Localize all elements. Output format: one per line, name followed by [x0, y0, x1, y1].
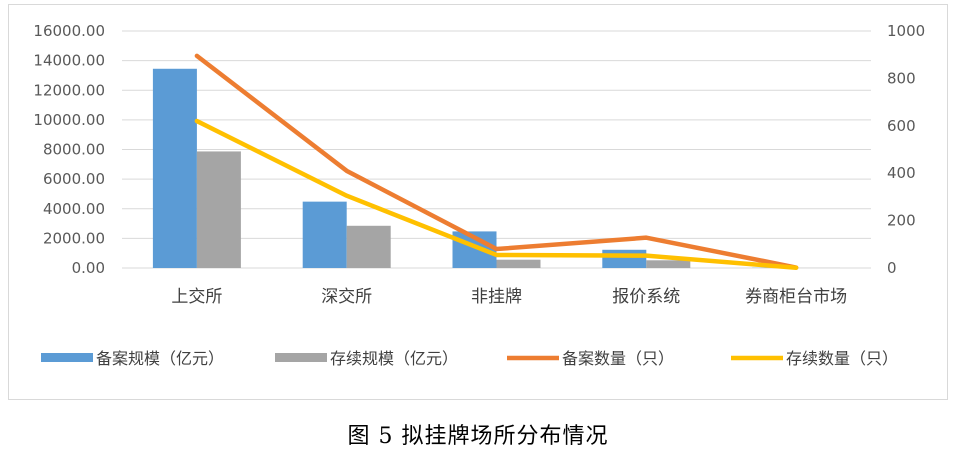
legend-swatch: [275, 353, 327, 362]
y-left-tick-label: 0.00: [72, 259, 105, 277]
y-left-tick-label: 2000.00: [43, 229, 105, 247]
y-left-tick-label: 16000.00: [33, 22, 105, 40]
y-left-tick-label: 6000.00: [43, 170, 105, 188]
line-existing-count: [194, 118, 799, 271]
x-category-label: 非挂牌: [471, 287, 522, 307]
x-category-label: 深交所: [321, 287, 372, 307]
x-category-label: 上交所: [171, 287, 222, 307]
bar-existing-scale: [196, 151, 241, 268]
legend-label: 存续数量（只）: [786, 349, 898, 368]
y-right-tick-label: 400: [887, 164, 916, 182]
legend-label: 存续规模（亿元）: [330, 349, 458, 368]
legend-swatch: [41, 353, 93, 362]
y-left-tick-label: 12000.00: [33, 81, 105, 99]
bar-filed-scale: [152, 68, 197, 268]
bar-filed-scale: [302, 201, 347, 268]
y-right-tick-label: 600: [887, 117, 916, 135]
y-left-tick-label: 14000.00: [33, 52, 105, 70]
legend-label: 备案数量（只）: [562, 349, 674, 368]
y-left-tick-label: 10000.00: [33, 111, 105, 129]
figure-caption: 图 5 拟挂牌场所分布情况: [347, 424, 609, 449]
y-right-tick-label: 0: [887, 259, 897, 277]
bar-existing-scale: [346, 225, 391, 268]
chart-plot: 0.00 2000.00 4000.00 6000.00 8000.00 10000.00…: [33, 22, 925, 368]
x-category-label: 券商柜台市场: [745, 287, 847, 307]
bar-filed-scale: [602, 249, 647, 268]
chart-frame: 0.00 2000.00 4000.00 6000.00 8000.00 10000.00…: [8, 4, 948, 400]
y-right-tick-label: 200: [887, 212, 916, 230]
legend-label: 备案规模（亿元）: [96, 349, 224, 368]
y-right-tick-label: 1000: [887, 22, 925, 40]
line-filed-count: [194, 53, 799, 270]
y-left-tick-label: 4000.00: [43, 200, 105, 218]
bar-existing-scale: [646, 260, 691, 268]
x-category-label: 报价系统: [612, 287, 680, 307]
y-left-tick-label: 8000.00: [43, 141, 105, 159]
y-right-tick-label: 800: [887, 69, 916, 87]
bar-existing-scale: [496, 259, 541, 268]
